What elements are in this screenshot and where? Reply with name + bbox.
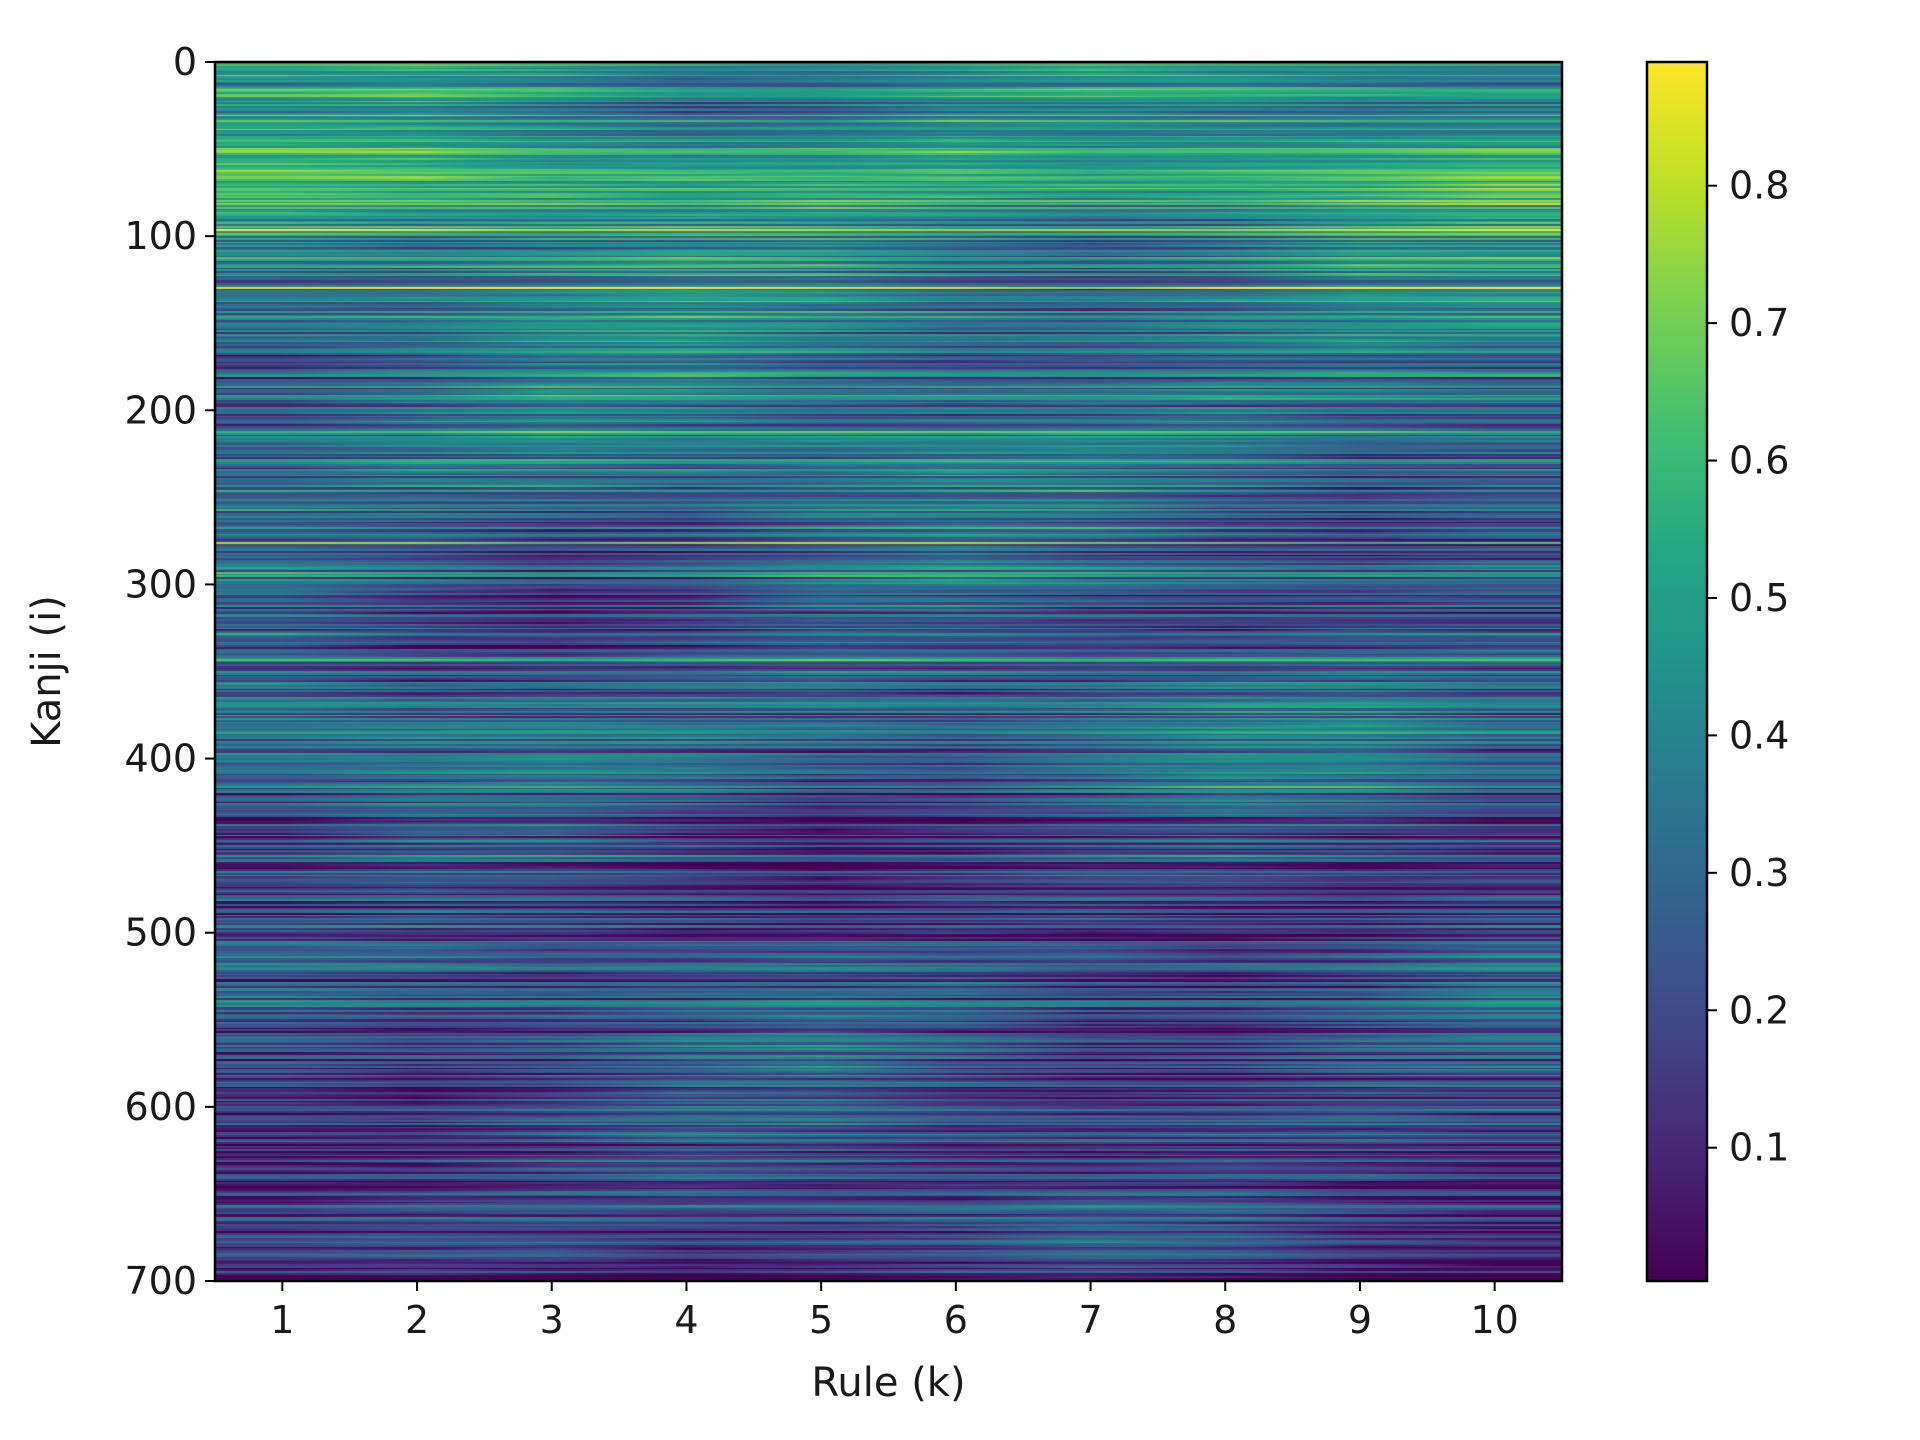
x-tick-label: 4 xyxy=(674,1298,698,1342)
colorbar: 0.1 0.2 0.3 0.4 0.5 0.6 0.7 0.8 xyxy=(1645,60,1789,1283)
x-axis: 1 2 3 4 5 6 7 8 9 10 xyxy=(270,1281,1519,1342)
heatmap-plot-area xyxy=(213,60,1564,1283)
x-tick-label: 9 xyxy=(1348,1298,1372,1342)
y-tick-label: 500 xyxy=(124,911,197,955)
x-tick-label: 8 xyxy=(1213,1298,1237,1342)
colorbar-tick-label: 0.2 xyxy=(1729,988,1789,1032)
y-tick-label: 300 xyxy=(124,562,197,606)
colorbar-tick-label: 0.6 xyxy=(1729,439,1789,483)
colorbar-tick-label: 0.5 xyxy=(1729,576,1789,620)
x-tick-label: 10 xyxy=(1470,1298,1518,1342)
colorbar-tick-label: 0.3 xyxy=(1729,851,1789,895)
colorbar-tick-label: 0.1 xyxy=(1729,1126,1789,1170)
colorbar-tick-label: 0.7 xyxy=(1729,301,1789,345)
y-tick-label: 700 xyxy=(124,1259,197,1303)
heatmap-image xyxy=(215,62,1562,1281)
x-tick-label: 3 xyxy=(540,1298,564,1342)
y-tick-label: 100 xyxy=(124,214,197,258)
x-tick-label: 6 xyxy=(944,1298,968,1342)
x-tick-label: 2 xyxy=(405,1298,429,1342)
x-tick-label: 1 xyxy=(270,1298,294,1342)
plot-frame xyxy=(213,60,1564,1283)
y-axis-title: Kanji (i) xyxy=(24,595,70,748)
y-tick-label: 0 xyxy=(173,40,197,84)
y-axis: 0 100 200 300 400 500 600 700 xyxy=(124,40,215,1303)
x-tick-label: 7 xyxy=(1078,1298,1102,1342)
x-axis-title: Rule (k) xyxy=(811,1360,965,1406)
x-tick-label: 5 xyxy=(809,1298,833,1342)
y-tick-label: 600 xyxy=(124,1085,197,1129)
colorbar-ticks: 0.1 0.2 0.3 0.4 0.5 0.6 0.7 0.8 xyxy=(1707,164,1789,1170)
y-tick-label: 400 xyxy=(124,737,197,781)
colorbar-tick-label: 0.4 xyxy=(1729,713,1789,757)
y-tick-label: 200 xyxy=(124,388,197,432)
colorbar-scale xyxy=(1645,60,1709,1283)
colorbar-tick-label: 0.8 xyxy=(1729,164,1789,208)
